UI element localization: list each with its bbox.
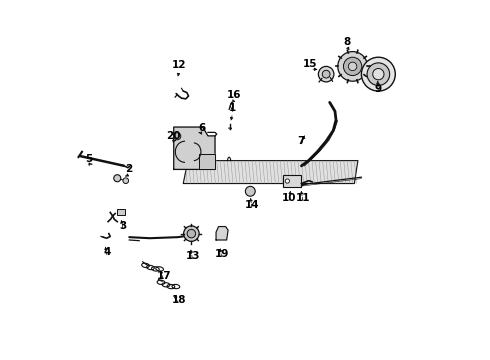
Circle shape [373, 68, 384, 80]
Text: 13: 13 [186, 251, 200, 261]
Text: 16: 16 [227, 90, 242, 100]
Text: 8: 8 [343, 37, 351, 47]
FancyBboxPatch shape [117, 209, 125, 215]
Circle shape [367, 63, 390, 85]
Text: 17: 17 [156, 271, 171, 281]
Polygon shape [216, 226, 228, 240]
Polygon shape [183, 161, 358, 184]
Circle shape [187, 229, 196, 238]
Circle shape [114, 175, 121, 182]
Circle shape [348, 62, 357, 71]
Circle shape [285, 179, 290, 183]
Text: 5: 5 [85, 154, 93, 164]
Text: 14: 14 [245, 200, 259, 210]
Text: 2: 2 [125, 165, 132, 174]
Circle shape [318, 66, 334, 82]
Circle shape [123, 178, 128, 184]
Text: 19: 19 [215, 249, 229, 259]
Text: 9: 9 [375, 84, 382, 94]
Circle shape [322, 70, 330, 78]
Polygon shape [174, 127, 215, 170]
Text: 4: 4 [104, 247, 111, 257]
Circle shape [362, 57, 395, 91]
Text: 12: 12 [172, 60, 186, 70]
Text: 18: 18 [172, 295, 186, 305]
Circle shape [245, 186, 255, 196]
Circle shape [343, 57, 362, 76]
Text: 11: 11 [296, 193, 311, 203]
Text: 1: 1 [229, 103, 236, 113]
Text: 3: 3 [120, 221, 127, 231]
Text: 15: 15 [303, 59, 318, 68]
Text: 10: 10 [282, 193, 296, 203]
Text: 6: 6 [198, 123, 206, 133]
Text: 7: 7 [297, 136, 304, 146]
Circle shape [338, 51, 368, 81]
Text: 20: 20 [166, 131, 180, 141]
Polygon shape [199, 154, 215, 170]
Circle shape [184, 226, 199, 242]
Circle shape [174, 133, 181, 140]
FancyBboxPatch shape [283, 175, 301, 187]
